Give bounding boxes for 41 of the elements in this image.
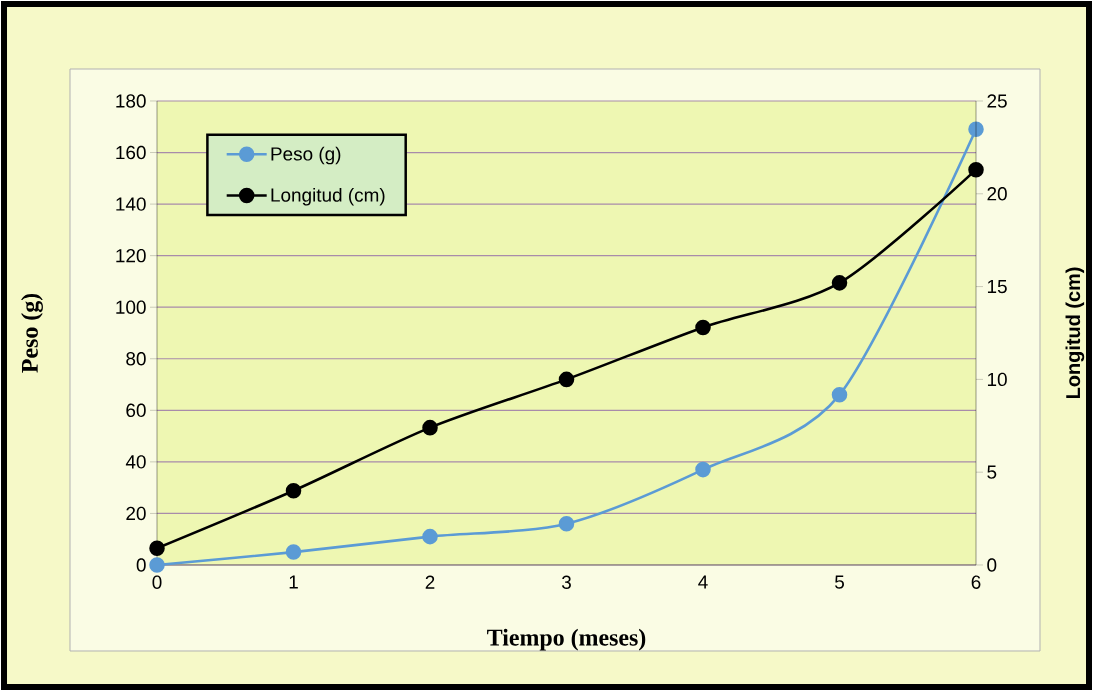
point <box>285 544 302 560</box>
x-tick-label: 0 <box>152 575 162 589</box>
y-tick-label: 180 <box>116 94 146 108</box>
y-tick-label: 20 <box>126 506 146 521</box>
y-tick-label: 60 <box>126 403 146 418</box>
x-tick-label: 3 <box>561 575 571 589</box>
point <box>831 387 848 403</box>
point <box>558 515 575 532</box>
x-tick-label: 4 <box>698 575 708 589</box>
y2-tick-label: 0 <box>987 558 997 572</box>
point <box>831 275 848 291</box>
point <box>695 461 711 478</box>
point <box>285 482 302 499</box>
x-tick-label: 1 <box>289 575 298 589</box>
y2-tick-label: 5 <box>987 465 997 479</box>
y2-tick-label: 20 <box>987 187 1007 201</box>
y-tick-label: 100 <box>116 300 146 314</box>
point <box>422 419 438 436</box>
x-tick-label: 5 <box>835 575 844 589</box>
x-tick-label: 6 <box>971 575 981 589</box>
y-tick-label: 120 <box>116 248 146 263</box>
point <box>558 371 575 388</box>
point <box>695 319 711 336</box>
point <box>149 540 165 557</box>
y2-axis-title: Longitud (cm) <box>1065 267 1085 399</box>
point <box>422 528 438 545</box>
legend-label: Longitud (cm) <box>271 187 385 206</box>
y2-tick-label: 25 <box>987 94 1007 108</box>
legend-label: Peso (g) <box>271 146 341 165</box>
y-tick-label: 40 <box>125 455 146 469</box>
y2-tick-label: 10 <box>987 372 1007 387</box>
point <box>968 161 984 178</box>
y2-tick-label: 15 <box>987 279 1007 294</box>
point <box>149 557 165 573</box>
y-axis-title: Peso (g) <box>21 293 43 373</box>
y-tick-label: 160 <box>116 145 146 160</box>
x-tick-label: 2 <box>425 575 435 589</box>
y-tick-label: 0 <box>136 558 146 572</box>
y-tick-label: 140 <box>116 197 146 211</box>
x-axis-title: Tiempo (meses) <box>487 628 646 651</box>
y-tick-label: 80 <box>126 352 146 366</box>
